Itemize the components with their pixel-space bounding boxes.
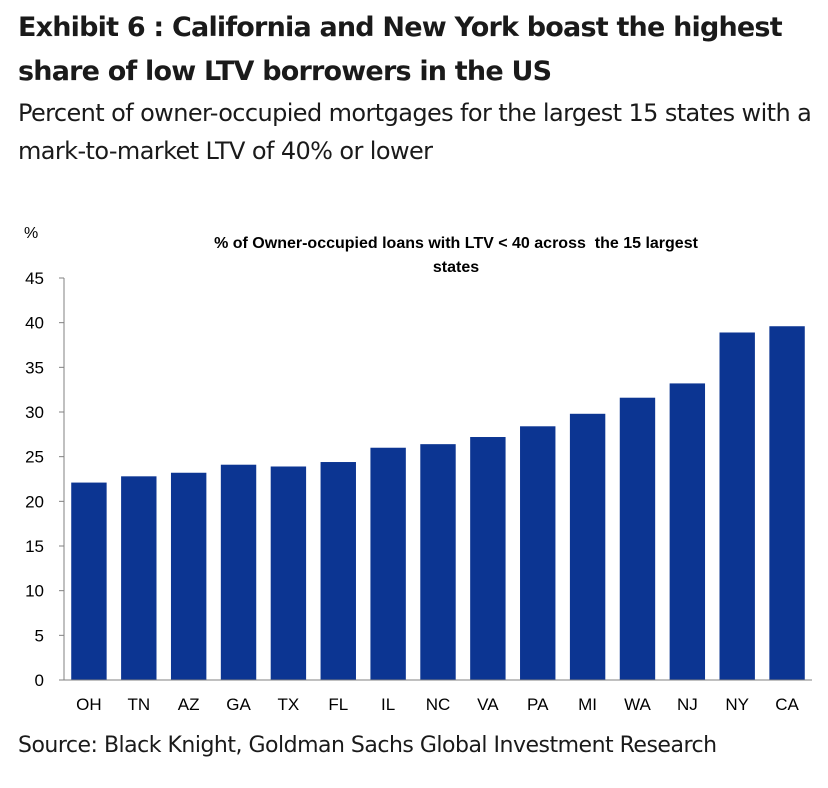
bar-tx (270, 466, 307, 680)
bar-ga (220, 464, 257, 680)
bar-wa (619, 397, 656, 680)
bar-tn (121, 476, 157, 680)
bar-az (170, 472, 207, 680)
y-tick-label: 0 (35, 671, 44, 690)
y-tick-label: 20 (25, 492, 44, 511)
y-tick-label: 30 (25, 403, 44, 422)
y-tick-label: 35 (25, 358, 44, 377)
bar-ny (719, 332, 755, 680)
bar-va (470, 437, 506, 680)
y-tick-label: 15 (25, 537, 44, 556)
y-axis-label: % (24, 225, 38, 242)
chart-title-line-1: % of Owner-occupied loans with LTV < 40 … (214, 235, 699, 252)
x-tick-label: PA (527, 695, 549, 714)
x-tick-label: TX (278, 695, 300, 714)
exhibit-subtitle: Percent of owner-occupied mortgages for … (18, 99, 812, 165)
bar-oh (71, 482, 107, 680)
bar-nc (420, 444, 456, 680)
bar-il (370, 447, 406, 680)
y-tick-label: 45 (25, 269, 44, 288)
bar-nj (669, 383, 706, 680)
x-tick-label: IL (381, 695, 395, 714)
x-tick-label: OH (76, 695, 102, 714)
y-tick-label: 10 (25, 582, 44, 601)
y-tick-label: 5 (35, 626, 44, 645)
x-tick-label: GA (226, 695, 251, 714)
y-tick-label: 25 (25, 448, 44, 467)
exhibit-title: Exhibit 6 : California and New York boas… (18, 12, 783, 87)
x-tick-label: FL (328, 695, 348, 714)
source-note: Source: Black Knight, Goldman Sachs Glob… (18, 733, 717, 758)
x-tick-label: NC (426, 695, 451, 714)
chart-title-line-2: states (433, 259, 479, 276)
x-tick-label: NJ (677, 695, 698, 714)
x-tick-label: VA (477, 695, 499, 714)
x-tick-label: CA (775, 695, 799, 714)
bar-mi (569, 413, 606, 680)
x-tick-label: TN (127, 695, 150, 714)
bar-pa (520, 426, 556, 680)
x-tick-label: NY (725, 695, 749, 714)
y-tick-label: 40 (25, 314, 44, 333)
bar-ca (769, 326, 805, 680)
x-tick-label: AZ (178, 695, 200, 714)
x-tick-label: MI (578, 695, 597, 714)
bar-fl (320, 462, 356, 680)
x-tick-label: WA (624, 695, 651, 714)
